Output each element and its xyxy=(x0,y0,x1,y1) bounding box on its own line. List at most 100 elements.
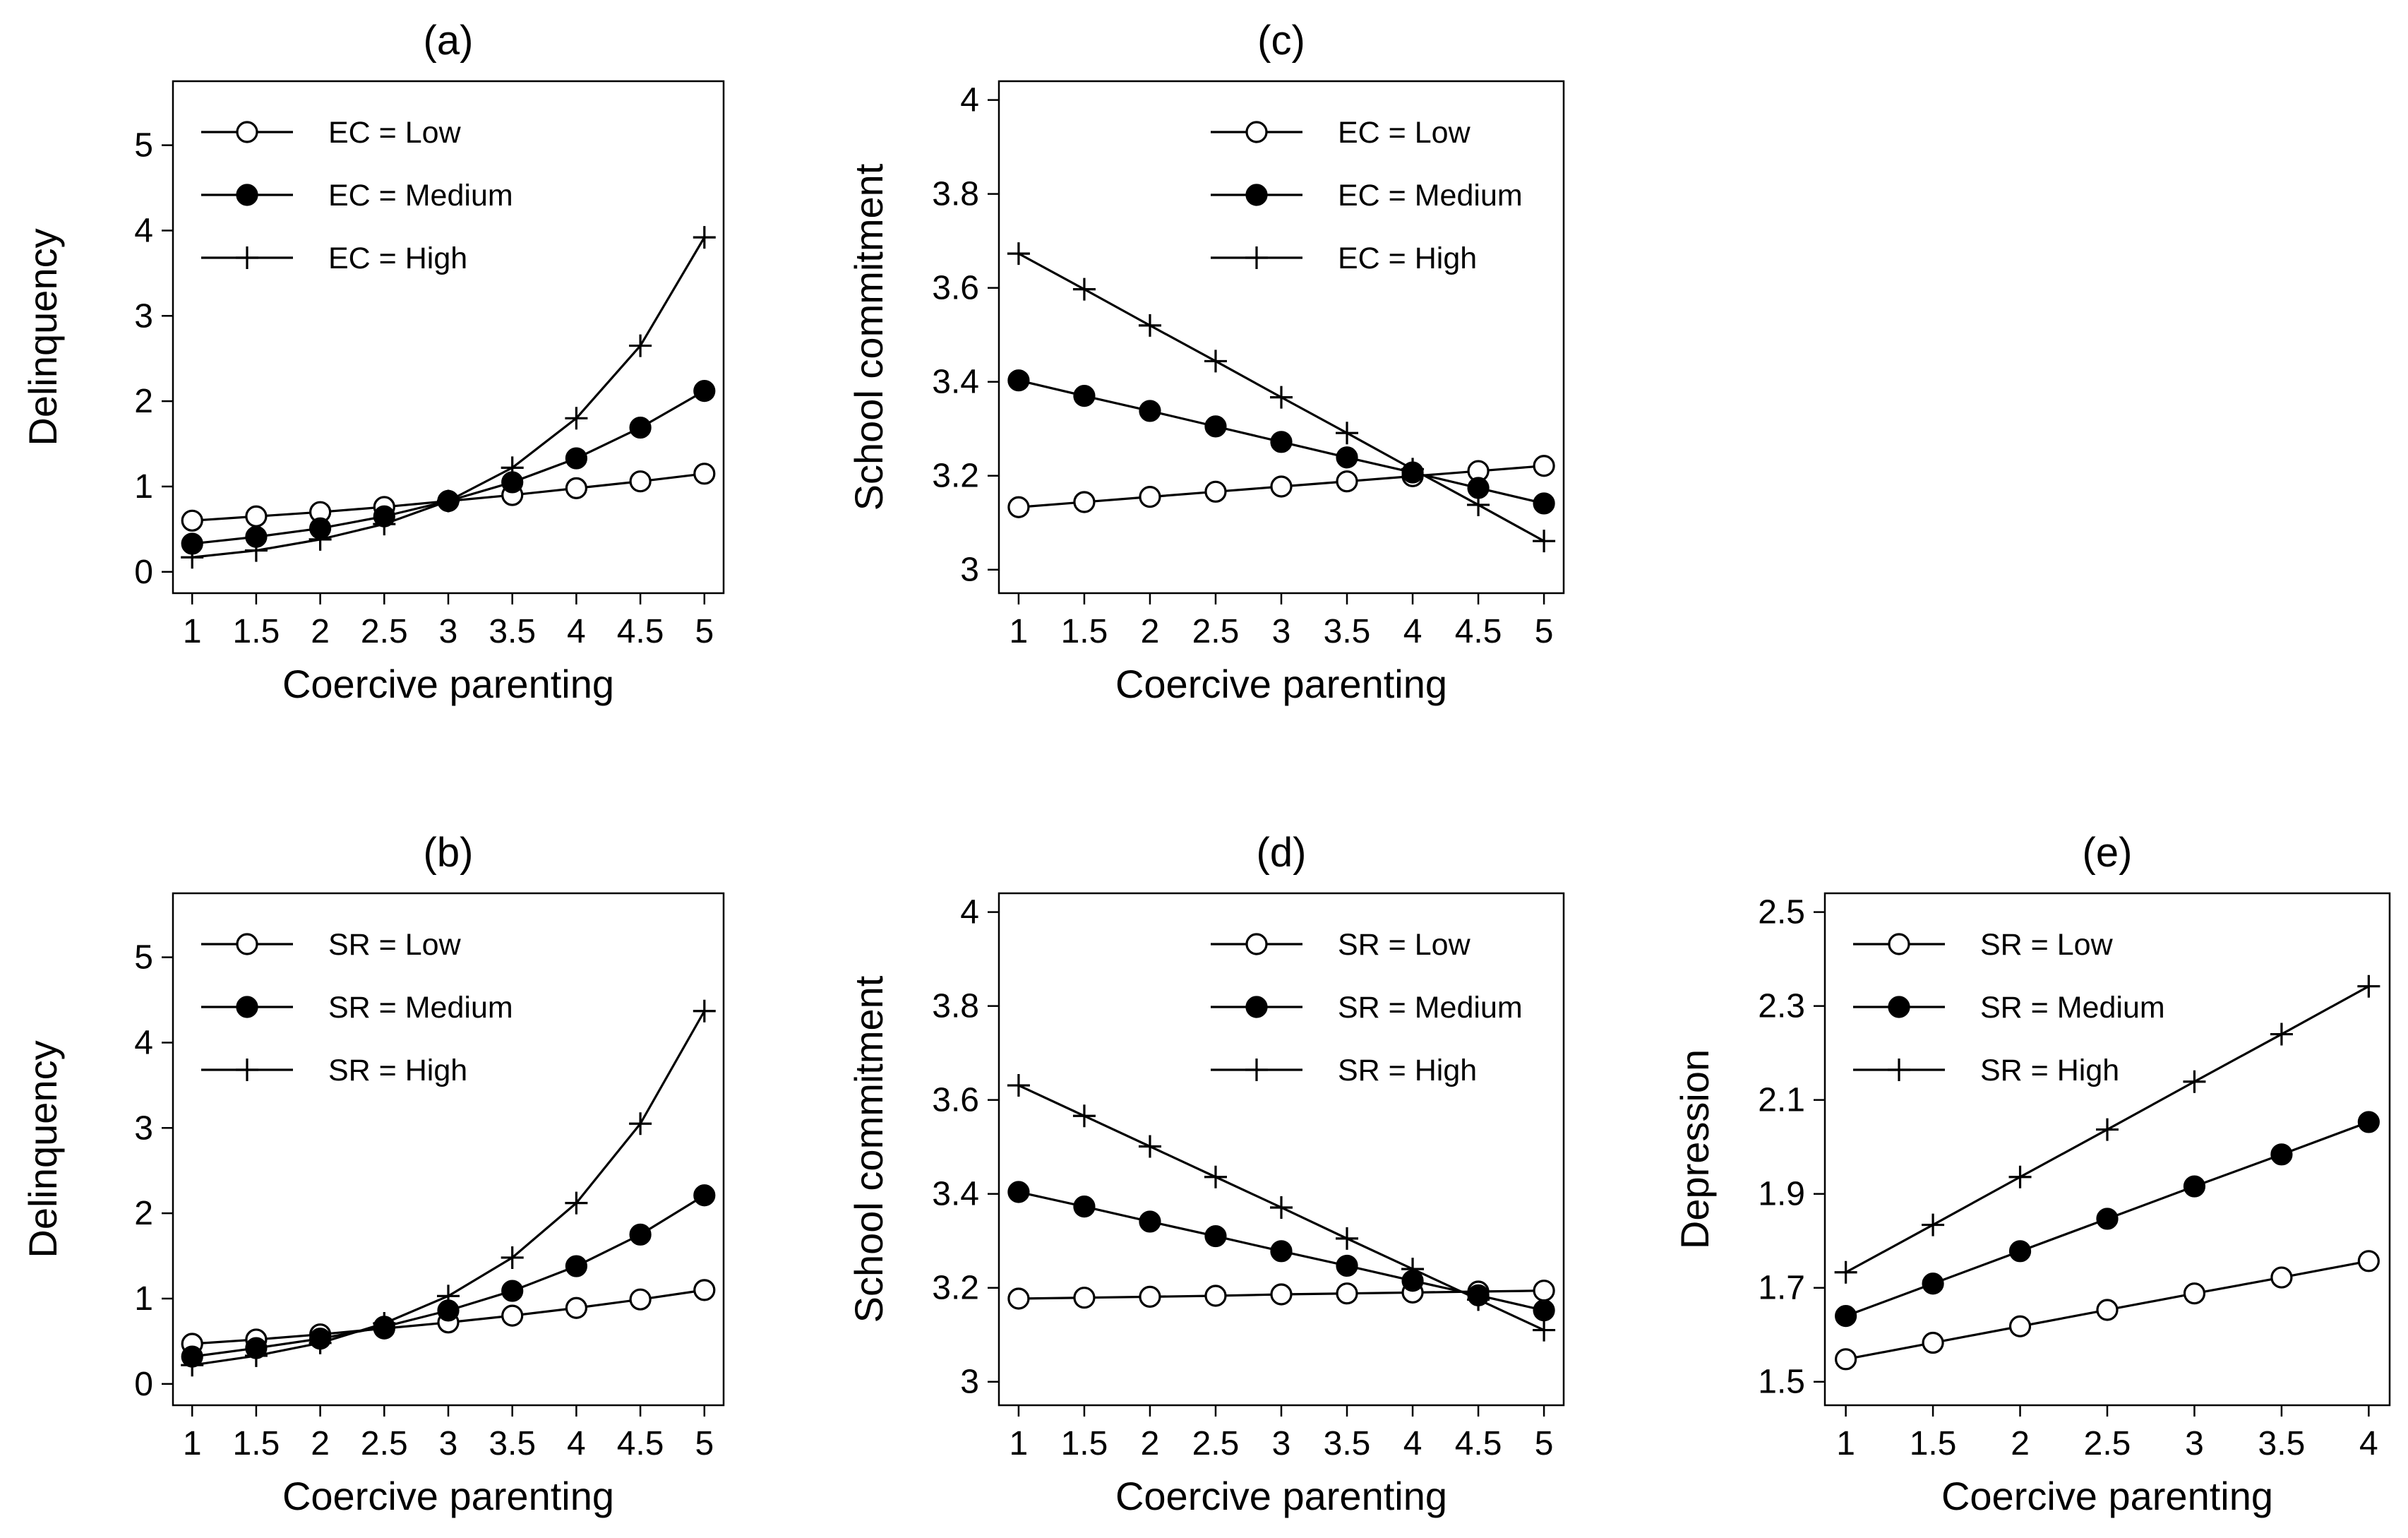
series-1 xyxy=(1835,1111,2380,1328)
x-axis-label: Coercive parenting xyxy=(282,662,614,706)
data-point xyxy=(1270,1283,1293,1306)
y-tick-label: 3 xyxy=(960,1364,979,1401)
y-axis-label: Delinquency xyxy=(20,228,65,446)
legend-entry: SR = Low xyxy=(328,928,462,962)
data-point xyxy=(1533,530,1556,553)
data-point xyxy=(693,1279,716,1301)
x-tick-label: 3.5 xyxy=(1324,1425,1371,1462)
data-point xyxy=(1139,1210,1161,1233)
data-point xyxy=(1139,400,1161,422)
legend-marker xyxy=(1888,996,1910,1018)
legend-entry: EC = Medium xyxy=(328,179,513,213)
y-tick-label: 3.4 xyxy=(932,1176,979,1213)
y-tick-label: 3.6 xyxy=(932,1082,979,1119)
x-tick-label: 2 xyxy=(1141,613,1160,650)
legend-marker xyxy=(1245,1059,1268,1081)
x-tick-label: 5 xyxy=(1535,1425,1554,1462)
x-tick-label: 3 xyxy=(2185,1425,2204,1462)
data-point xyxy=(629,334,652,357)
data-point xyxy=(1007,1287,1030,1310)
x-tick-label: 2 xyxy=(311,1425,330,1462)
series-2 xyxy=(1007,1074,1556,1342)
panel-title: (c) xyxy=(1257,18,1305,64)
panel-title: (d) xyxy=(1257,830,1307,876)
data-point xyxy=(1204,480,1227,503)
legend-entry: EC = Medium xyxy=(1338,179,1523,213)
x-tick-label: 3.5 xyxy=(489,1425,536,1462)
data-point xyxy=(1270,1240,1293,1263)
y-tick-label: 2.1 xyxy=(1758,1082,1805,1119)
data-point xyxy=(629,1288,652,1311)
series-2 xyxy=(1834,974,2380,1284)
data-point xyxy=(2008,1315,2032,1337)
data-point xyxy=(2357,1250,2380,1272)
x-tick-label: 3 xyxy=(1272,613,1291,650)
legend-marker xyxy=(1245,933,1268,955)
x-tick-label: 5 xyxy=(695,1425,714,1462)
legend-entry: SR = Medium xyxy=(1338,991,1523,1025)
series-2 xyxy=(1007,242,1556,553)
x-tick-label: 4 xyxy=(567,613,586,650)
data-point xyxy=(1007,1181,1030,1203)
data-point xyxy=(1204,1224,1227,1248)
y-tick-label: 3.8 xyxy=(932,176,979,213)
data-point xyxy=(501,1304,524,1327)
data-point xyxy=(1007,242,1030,266)
legend-marker xyxy=(236,1059,258,1081)
data-point xyxy=(565,1191,588,1215)
data-point xyxy=(693,999,716,1023)
legend-marker xyxy=(1245,246,1268,269)
y-tick-label: 3 xyxy=(960,552,979,589)
data-point xyxy=(1270,386,1293,409)
data-point xyxy=(181,509,203,532)
data-point xyxy=(1467,493,1490,516)
data-point xyxy=(437,1284,460,1308)
legend-marker xyxy=(236,933,258,955)
x-tick-label: 2.5 xyxy=(1192,1425,1240,1462)
x-tick-label: 1 xyxy=(1010,613,1029,650)
data-point xyxy=(1533,1318,1556,1342)
y-tick-label: 3.4 xyxy=(932,364,979,401)
data-point xyxy=(1073,1196,1096,1218)
x-tick-label: 3 xyxy=(439,613,458,650)
y-tick-label: 4 xyxy=(960,82,979,119)
data-point xyxy=(2357,974,2380,998)
data-point xyxy=(693,463,716,485)
data-point xyxy=(1139,1285,1161,1308)
x-tick-label: 2.5 xyxy=(361,613,408,650)
y-tick-label: 3.8 xyxy=(932,988,979,1025)
plot-frame xyxy=(998,80,1565,595)
x-tick-label: 4 xyxy=(1403,1425,1422,1462)
y-tick-label: 1.9 xyxy=(1758,1176,1805,1213)
x-axis-label: Coercive parenting xyxy=(1941,1474,2273,1518)
legend-entry: SR = Low xyxy=(1338,928,1471,962)
data-point xyxy=(1007,369,1030,392)
data-point xyxy=(693,1184,716,1207)
y-tick-label: 3.2 xyxy=(932,458,979,495)
x-tick-label: 2 xyxy=(1141,1425,1160,1462)
series-1 xyxy=(181,380,716,555)
x-tick-label: 1.5 xyxy=(1061,1425,1108,1462)
panel-title: (b) xyxy=(424,830,474,876)
legend-entry: EC = Low xyxy=(328,116,462,150)
y-tick-label: 4 xyxy=(134,212,153,249)
legend: SR = Low SR = Medium SR = High xyxy=(1211,928,1523,1087)
y-tick-label: 5 xyxy=(134,127,153,165)
y-tick-label: 3 xyxy=(134,297,153,335)
data-point xyxy=(1336,422,1359,445)
data-point xyxy=(1204,415,1227,438)
data-point xyxy=(1073,1287,1096,1309)
data-point xyxy=(501,456,524,479)
x-tick-label: 2.5 xyxy=(2084,1425,2131,1462)
legend-marker xyxy=(1245,184,1268,206)
data-point xyxy=(1533,455,1555,477)
legend-entry: SR = Medium xyxy=(328,991,513,1025)
data-point xyxy=(1270,431,1293,453)
data-point xyxy=(2096,1118,2119,1141)
data-point xyxy=(1401,1258,1425,1281)
x-tick-label: 3.5 xyxy=(2258,1425,2306,1462)
data-point xyxy=(565,477,587,499)
y-axis-label: School commitment xyxy=(846,163,891,511)
data-point xyxy=(1204,350,1227,373)
x-tick-label: 3 xyxy=(439,1425,458,1462)
